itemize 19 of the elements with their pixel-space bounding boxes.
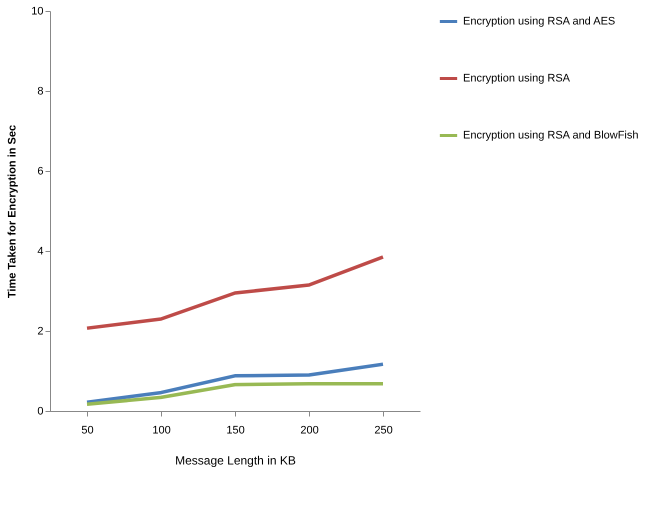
x-tick-label: 200 — [300, 424, 319, 436]
x-tick-label: 50 — [81, 424, 94, 436]
line-series — [85, 255, 385, 330]
x-axis-title: Message Length in KB — [175, 454, 296, 468]
y-axis-title: Time Taken for Encryption in Sec — [6, 124, 18, 298]
y-tick-label: 4 — [37, 246, 44, 258]
legend-label: Encryption using RSA and AES — [463, 16, 616, 28]
y-tick-label: 0 — [37, 406, 44, 418]
y-tick-label: 2 — [37, 326, 44, 338]
y-tick-label: 8 — [37, 86, 44, 98]
x-tick-label: 250 — [374, 424, 393, 436]
x-tick-label: 150 — [226, 424, 245, 436]
y-tick-label: 10 — [31, 6, 44, 18]
line-series — [85, 382, 385, 406]
legend-label: Encryption using RSA — [463, 72, 571, 84]
x-tick-label: 100 — [152, 424, 171, 436]
legend-label: Encryption using RSA and BlowFish — [463, 130, 638, 142]
line-series — [85, 362, 385, 404]
y-tick-label: 6 — [37, 166, 44, 178]
